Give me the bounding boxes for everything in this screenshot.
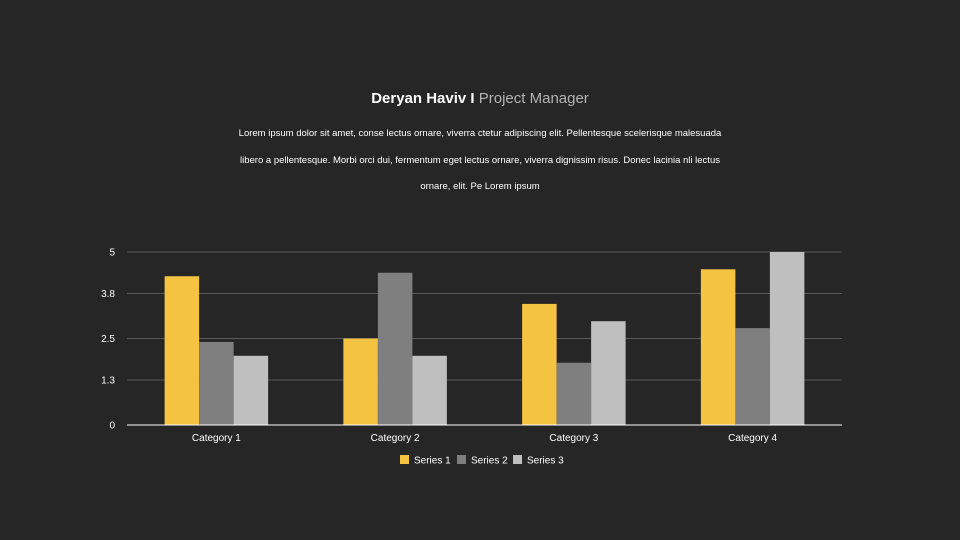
bar [522, 303, 557, 425]
legend-swatch [457, 455, 466, 464]
person-role: Project Manager [478, 90, 589, 107]
y-tick-label: 5 [109, 248, 115, 259]
bar [412, 355, 447, 425]
description-line: Lorem ipsum dolor sit amet, conse lectus… [238, 128, 722, 139]
legend-label: Series 2 [471, 456, 508, 467]
y-tick-label: 2.5 [101, 334, 115, 345]
person-name: Deryan Haviv I [371, 90, 475, 107]
bar [377, 272, 413, 425]
legend-label: Series 1 [414, 456, 451, 467]
legend-swatch [400, 455, 409, 464]
y-tick-label: 1.3 [101, 376, 115, 387]
bar [199, 341, 234, 425]
x-category-label: Category 3 [549, 433, 598, 444]
bar [591, 321, 626, 425]
description-line: ornare, elit. Pe Lorem ipsum [420, 181, 540, 192]
y-tick-label: 3.8 [101, 289, 115, 300]
legend-swatch [513, 455, 522, 464]
x-category-label: Category 4 [728, 433, 777, 444]
bar [556, 362, 592, 425]
description-text: Lorem ipsum dolor sit amet, conse lectus… [222, 121, 738, 201]
bar [735, 328, 770, 425]
slide-title: Deryan Haviv I Project Manager [0, 90, 960, 107]
bar [700, 269, 736, 425]
bar [343, 338, 378, 425]
x-category-label: Category 1 [192, 433, 241, 444]
description-line: libero a pellentesque. Morbi orci dui, f… [240, 154, 720, 166]
legend-label: Series 3 [527, 456, 564, 467]
x-category-label: Category 2 [371, 433, 420, 444]
bar [769, 252, 805, 425]
bar [164, 276, 200, 425]
y-tick-label: 0 [109, 421, 115, 432]
bar [233, 355, 269, 425]
